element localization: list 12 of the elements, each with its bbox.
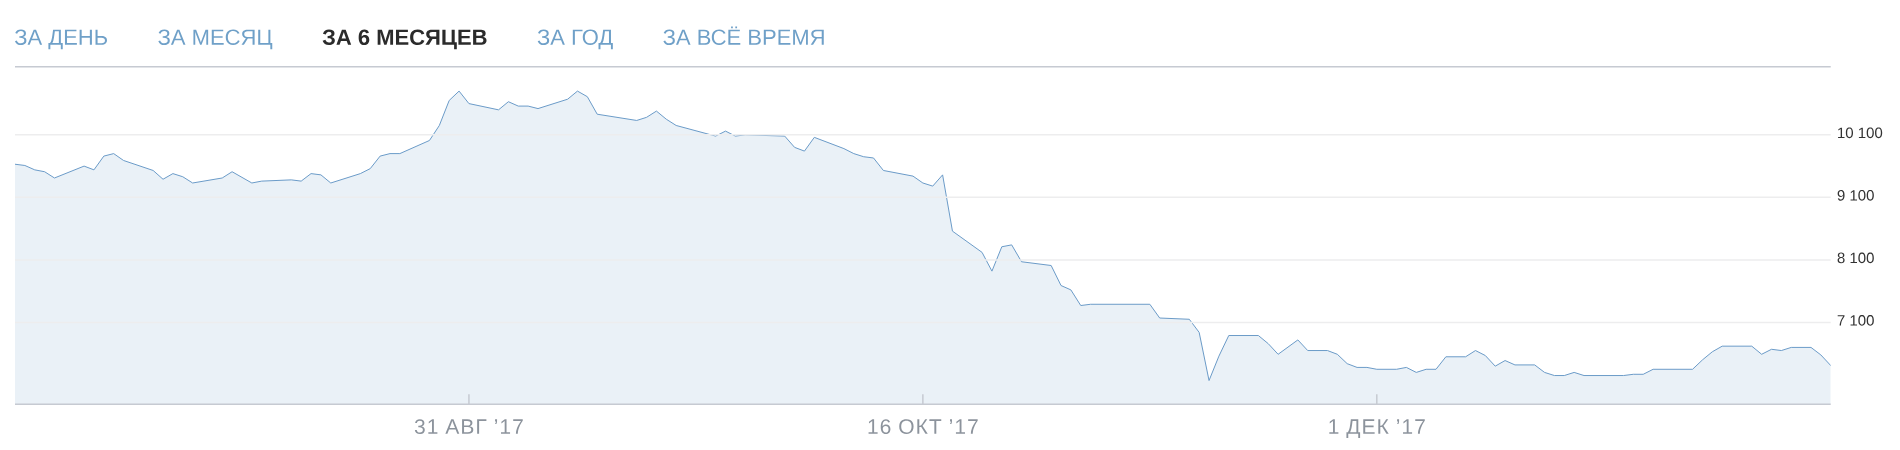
text: ЗА МЕСЯЦ bbox=[158, 29, 273, 50]
x-tick-label: 1 ДЕК ’17 bbox=[1329, 419, 1425, 438]
y-tick-label: 9 100 bbox=[1837, 190, 1874, 201]
chart-title: ЗА 6 МЕСЯЦЕВ bbox=[322, 29, 487, 50]
text: ЗА ДЕНЬ bbox=[14, 29, 107, 50]
text: ЗА ГОД bbox=[537, 29, 613, 50]
y-tick-label: 8 100 bbox=[1837, 252, 1874, 264]
x-tick-label: 16 ОКТ ’17 bbox=[868, 419, 978, 434]
x-tick-label: 31 АВГ ’17 bbox=[414, 419, 523, 434]
text: ЗА ВСЁ ВРЕМЯ bbox=[663, 26, 824, 46]
y-tick-label: 7 100 bbox=[1837, 315, 1874, 326]
y-tick-label: 10 100 bbox=[1838, 127, 1883, 139]
